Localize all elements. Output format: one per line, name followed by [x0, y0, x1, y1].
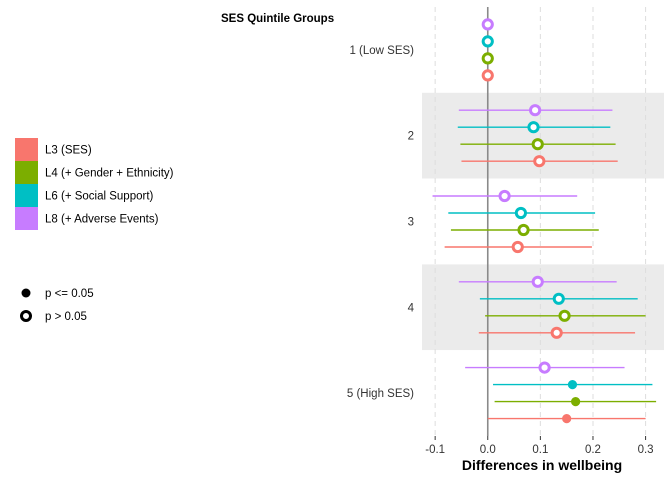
x-tick-label: -0.1	[425, 444, 445, 456]
significance-legend: p <= 0.05 p > 0.05	[20, 288, 94, 323]
estimate-point	[514, 206, 528, 220]
significance-key	[21, 288, 31, 298]
estimate-point	[533, 155, 546, 168]
estimate-point	[531, 275, 544, 288]
y-tick-label: 1 (Low SES)	[349, 45, 414, 57]
estimate-point	[481, 18, 494, 31]
x-tick-label: 0.0	[480, 444, 496, 456]
y-tick-label: 4	[408, 302, 415, 314]
estimate-point	[558, 309, 571, 322]
x-tick-label: 0.1	[532, 444, 548, 456]
estimate-point	[562, 414, 572, 424]
legend-label: L8 (+ Adverse Events)	[45, 214, 159, 226]
estimate-point	[498, 189, 511, 203]
y-tick-label: 5 (High SES)	[347, 388, 414, 400]
estimate-point	[571, 397, 581, 407]
category-band	[422, 178, 664, 265]
estimate-point	[481, 35, 494, 48]
y-tick-label: 3	[408, 217, 414, 229]
estimate-point	[517, 223, 530, 237]
estimate-point	[527, 121, 540, 134]
x-axis: -0.1 0.0 0.1 0.2 0.3	[425, 436, 654, 456]
plot-panel	[422, 7, 664, 436]
estimate-point	[529, 104, 542, 117]
legend-key	[15, 184, 38, 207]
estimate-point	[531, 138, 544, 151]
legend-label: L3 (SES)	[45, 145, 92, 157]
estimate-point	[481, 52, 494, 65]
estimate-point	[550, 326, 563, 339]
category-band	[422, 7, 664, 93]
x-tick-label: 0.2	[585, 444, 601, 456]
estimate-point	[511, 240, 524, 254]
estimate-point	[552, 292, 565, 305]
color-legend: L3 (SES) L4 (+ Gender + Ethnicity) L6 (+ S…	[15, 138, 174, 230]
estimate-point	[567, 380, 578, 390]
legend-key	[15, 207, 38, 230]
significance-key	[20, 310, 32, 322]
legend-key	[15, 138, 38, 161]
legend-label: L4 (+ Gender + Ethnicity)	[45, 168, 174, 180]
y-tick-label: 2	[408, 131, 414, 143]
chart-title: SES Quintile Groups	[221, 13, 334, 25]
x-tick-label: 0.3	[638, 444, 654, 456]
significance-label: p <= 0.05	[45, 288, 94, 300]
legend-key	[15, 161, 38, 184]
legend-label: L6 (+ Social Support)	[45, 191, 154, 203]
x-axis-label: Differences in wellbeing	[462, 457, 622, 473]
y-axis: 1 (Low SES) 2 3 4 5 (High SES)	[347, 45, 415, 400]
significance-label: p > 0.05	[45, 311, 87, 323]
estimate-point	[538, 361, 551, 374]
category-band	[422, 264, 664, 351]
estimate-point	[481, 69, 494, 82]
